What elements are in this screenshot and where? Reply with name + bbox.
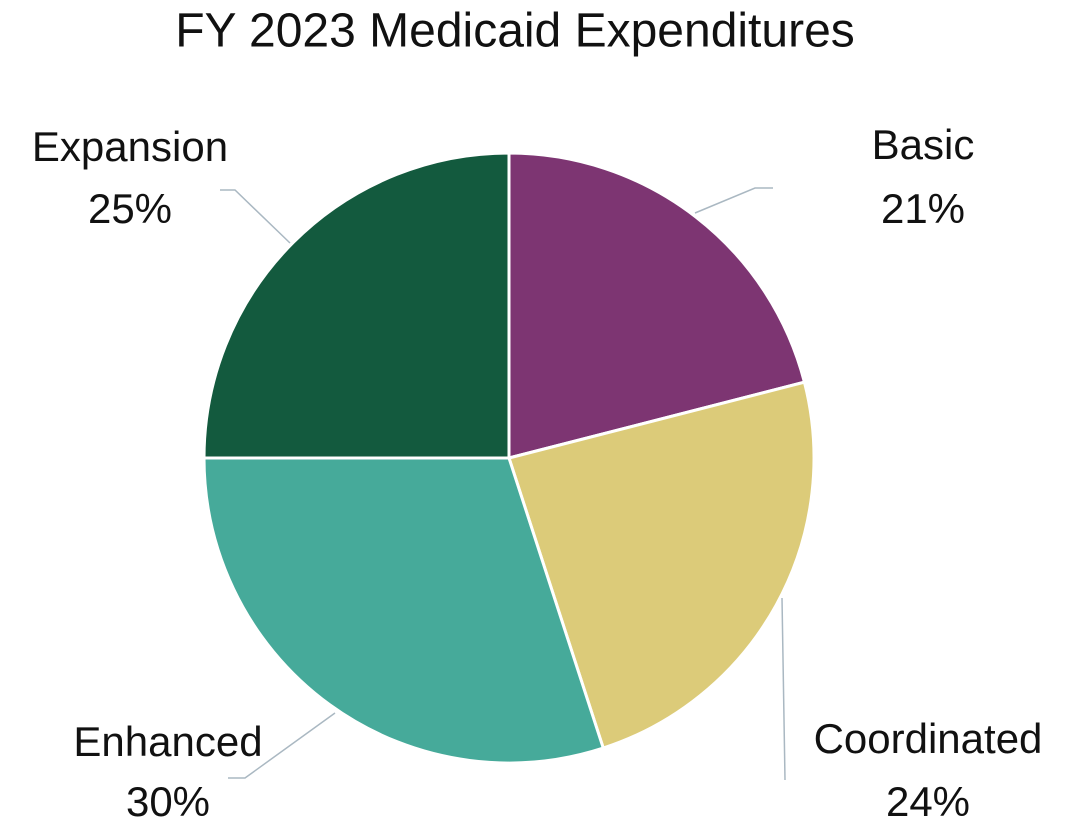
value-label: 21% <box>881 185 965 232</box>
slice <box>202 456 606 765</box>
pie <box>202 151 816 765</box>
leader-line <box>781 597 786 781</box>
chart-title: FY 2023 Medicaid Expenditures <box>175 5 855 58</box>
value-label: 25% <box>88 185 172 232</box>
slice <box>507 380 816 750</box>
leader-line <box>228 712 336 779</box>
value-label: 24% <box>886 778 970 825</box>
slice <box>507 151 807 460</box>
leader-line <box>694 187 773 214</box>
leader-line <box>220 189 291 244</box>
labels: Basic 21% Coordinated 24% Enhanced 30% Expansi… <box>32 121 1042 825</box>
category-label: Coordinated <box>814 715 1043 762</box>
category-label: Basic <box>872 121 975 168</box>
value-label: 30% <box>126 778 210 825</box>
category-label: Enhanced <box>73 718 262 765</box>
category-label: Expansion <box>32 123 228 170</box>
slice <box>202 151 511 460</box>
